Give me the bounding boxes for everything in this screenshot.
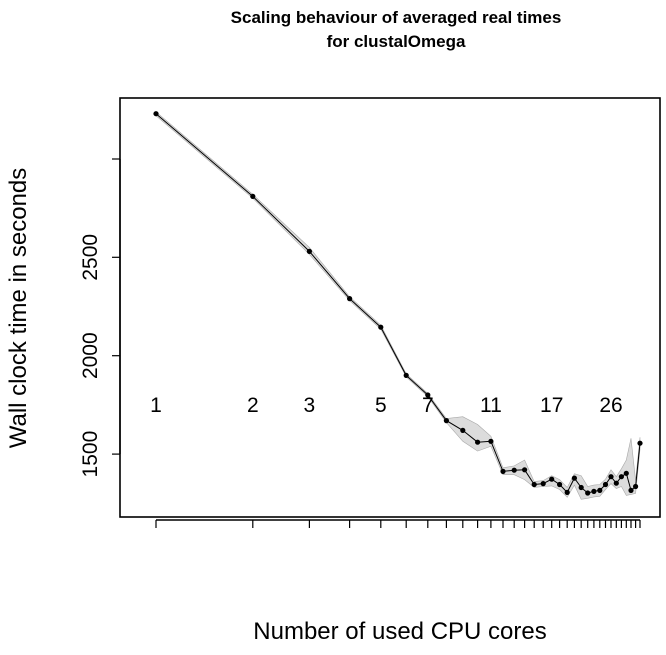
data-point [347,296,353,302]
confidence-band-area [155,111,641,500]
data-point [608,474,614,480]
y-tick-label: 2000 [79,332,102,379]
data-point [460,427,466,433]
chart-title-line-1: Scaling behaviour of averaged real times [231,8,562,27]
x-tick-label: 1 [150,394,162,417]
x-tick-label: 3 [304,394,316,417]
series-polyline [155,113,641,494]
data-points [153,111,643,496]
data-point [578,484,584,491]
x-tick-label: 5 [375,394,387,417]
x-axis-title: Number of used CPU cores [253,618,546,645]
data-point [597,487,603,493]
series-line [155,113,641,494]
data-point [488,438,494,444]
data-point [557,481,563,488]
data-point [153,111,159,117]
y-tick-label: 1500 [79,431,102,478]
x-tick-label: 17 [540,394,563,417]
data-point [425,392,431,398]
data-point [564,489,570,495]
data-point [378,324,384,330]
data-point [250,193,256,199]
data-point [540,481,546,487]
data-point [637,440,643,446]
data-point [500,468,506,474]
y-tick-label: 2500 [79,234,102,281]
chart-title-line-2: for clustalOmega [327,32,466,51]
data-point [522,467,528,473]
data-point [475,439,481,445]
data-point [591,488,597,494]
data-point [549,476,555,482]
data-point [443,418,449,424]
data-point [585,490,591,496]
confidence-band [155,111,641,500]
x-tick-label: 2 [247,394,259,417]
chart-title: Scaling behaviour of averaged real times… [231,8,562,51]
data-point [306,248,312,254]
data-point [613,480,619,486]
axes: 1 2 3 5 7 11 17 26 1500 2000 2500 [79,158,641,528]
data-point [571,475,578,481]
data-point [628,487,634,493]
x-tick-label: 26 [599,394,622,417]
data-point [623,470,629,476]
data-point [602,481,609,488]
data-point [511,467,517,473]
data-point [633,483,639,490]
x-tick-label: 11 [480,394,502,417]
data-point [531,481,537,488]
plot-frame [119,97,661,518]
data-point [403,372,409,378]
x-tick-label: 7 [422,394,434,417]
y-axis-title: Wall clock time in seconds [5,168,32,449]
data-point [618,474,625,480]
